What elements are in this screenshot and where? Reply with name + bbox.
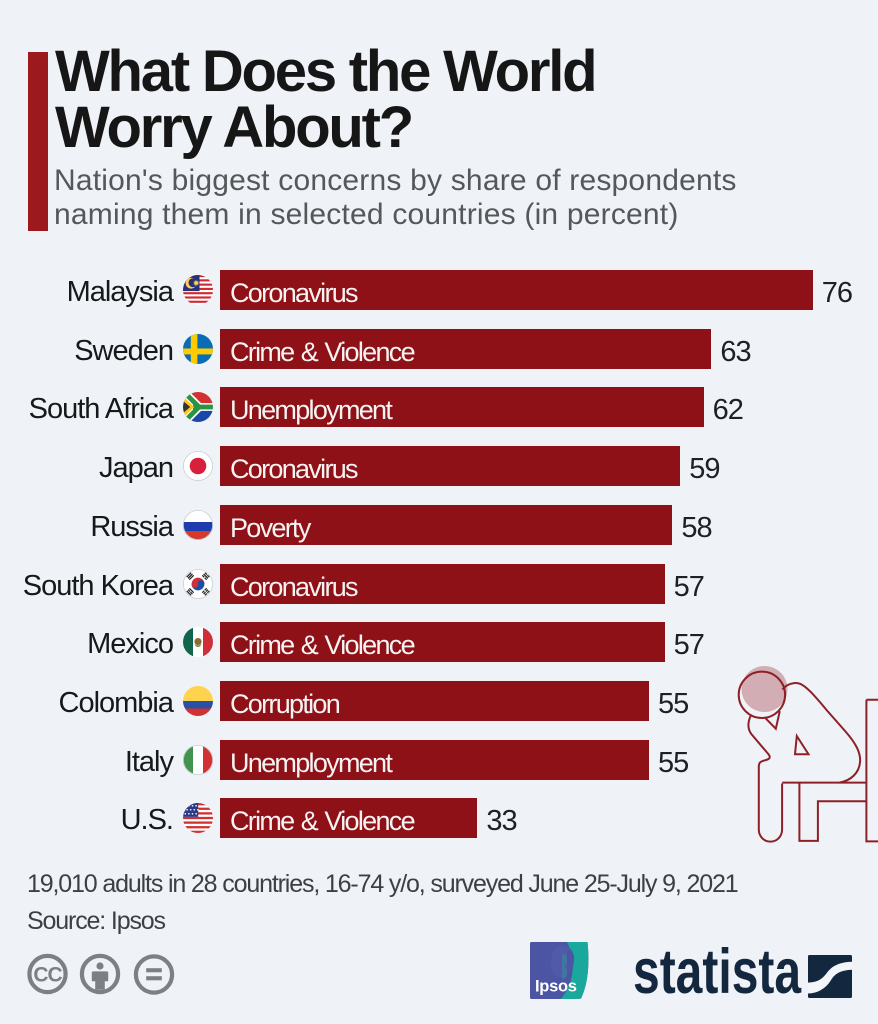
svg-text:CC: CC — [33, 964, 62, 987]
svg-text:Ipsos: Ipsos — [535, 978, 577, 996]
